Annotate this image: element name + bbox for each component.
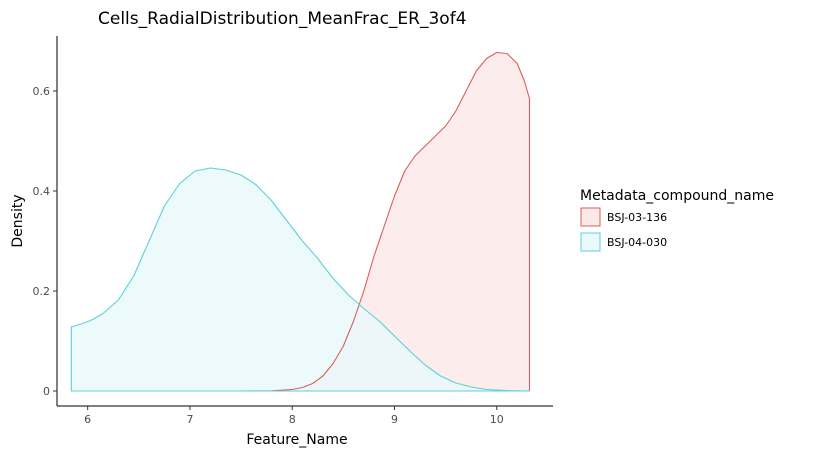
x-tick-label: 6: [84, 413, 91, 426]
x-tick-label: 8: [289, 413, 296, 426]
y-ticks: 0 0.2 0.4 0.6: [33, 85, 57, 398]
legend-label: BSJ-04-030: [607, 236, 667, 249]
series-area-1: [71, 168, 530, 391]
legend-swatch: [580, 232, 601, 252]
plot-areas: [71, 52, 530, 391]
legend-items: BSJ-03-136 BSJ-04-030: [580, 207, 667, 252]
legend: Metadata_compound_name BSJ-03-136 BSJ-04-…: [580, 188, 774, 252]
y-axis-title: Density: [10, 194, 26, 247]
y-tick-label: 0.2: [33, 285, 51, 298]
y-tick-label: 0.4: [33, 185, 51, 198]
legend-title: Metadata_compound_name: [580, 188, 774, 204]
x-tick-label: 7: [186, 413, 193, 426]
plot-lines: [70, 51, 531, 392]
y-tick-label: 0.6: [33, 85, 51, 98]
series-line-1: [70, 167, 531, 392]
series-line-0: [70, 51, 531, 392]
x-axis-title: Feature_Name: [246, 432, 347, 448]
chart-title: Cells_RadialDistribution_MeanFrac_ER_3of…: [98, 9, 467, 29]
x-tick-label: 9: [391, 413, 398, 426]
x-tick-label: 10: [490, 413, 504, 426]
x-ticks: 6 7 8 9 10: [84, 406, 504, 426]
y-tick-label: 0: [43, 385, 50, 398]
series-area-0: [71, 52, 530, 391]
legend-label: BSJ-03-136: [607, 211, 667, 224]
legend-swatch: [580, 207, 601, 227]
